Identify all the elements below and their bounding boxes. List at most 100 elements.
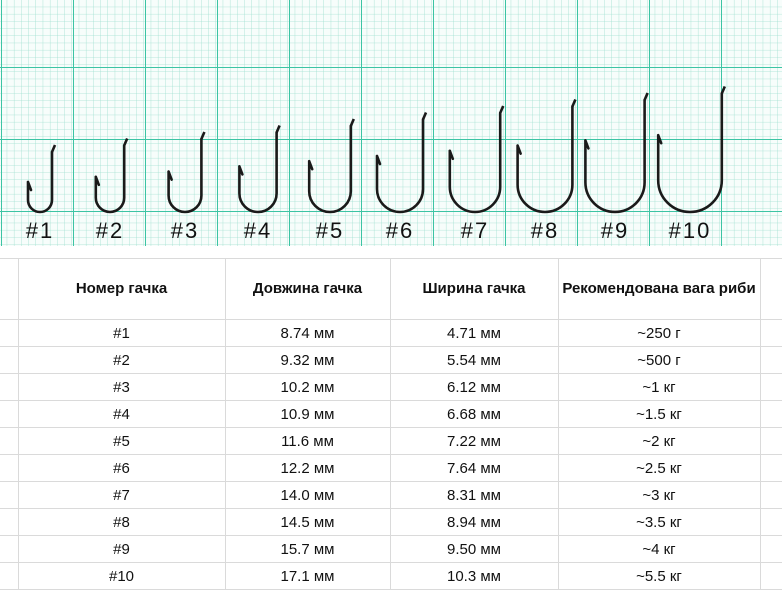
- empty-cell: [0, 454, 19, 482]
- hook-eye: [499, 105, 505, 114]
- table-row: #2 9.32 мм 5.54 мм ~500 г: [0, 346, 782, 374]
- table-cell: 10.3 мм: [389, 562, 559, 590]
- hook-eye: [421, 111, 428, 121]
- table-cell: #4: [17, 400, 226, 428]
- hook: [656, 92, 724, 214]
- table-cell: #8: [17, 508, 226, 536]
- table-cell: 8.94 мм: [389, 508, 559, 536]
- table-cell: #1: [17, 319, 226, 347]
- empty-cell: [0, 481, 19, 509]
- table-row: #9 15.7 мм 9.50 мм ~4 кг: [0, 535, 782, 563]
- hook-label: #10: [669, 218, 712, 243]
- hook-label: #7: [461, 218, 489, 243]
- table-cell: 14.5 мм: [224, 508, 391, 536]
- table-row: #5 11.6 мм 7.22 мм ~2 кг: [0, 427, 782, 455]
- empty-cell: [759, 481, 782, 509]
- table-row: #6 12.2 мм 7.64 мм ~2.5 кг: [0, 454, 782, 482]
- hook-eye: [643, 92, 649, 101]
- table-cell: 6.68 мм: [389, 400, 559, 428]
- table-cell: ~4 кг: [557, 535, 761, 563]
- table-cell: 4.71 мм: [389, 319, 559, 347]
- table-cell: #7: [17, 481, 226, 509]
- table-cell: 10.9 мм: [224, 400, 391, 428]
- empty-cell: [0, 400, 19, 428]
- empty-cell: [759, 454, 782, 482]
- hook: [26, 150, 54, 214]
- hook-label: #3: [171, 218, 199, 243]
- table-cell: 6.12 мм: [389, 373, 559, 401]
- table-row: #3 10.2 мм 6.12 мм ~1 кг: [0, 373, 782, 401]
- table-cell: 14.0 мм: [224, 481, 391, 509]
- hook-eye: [349, 118, 355, 127]
- table-cell: ~1 кг: [557, 373, 761, 401]
- table-cell: 7.64 мм: [389, 454, 559, 482]
- table-cell: ~1.5 кг: [557, 400, 761, 428]
- hook-label: #2: [96, 218, 124, 243]
- hook: [375, 118, 425, 214]
- empty-cell: [759, 535, 782, 563]
- table-cell: 15.7 мм: [224, 535, 391, 563]
- hook-label: #8: [531, 218, 559, 243]
- empty-cell: [759, 319, 782, 347]
- empty-cell: [0, 373, 19, 401]
- empty-cell: [0, 508, 19, 536]
- table-cell: #10: [17, 562, 226, 590]
- hook-eye: [571, 98, 577, 108]
- header-cell: Ширина гачка: [389, 258, 559, 320]
- table-cell: #3: [17, 373, 226, 401]
- hook: [238, 131, 278, 214]
- hook: [448, 111, 502, 214]
- table-cell: 17.1 мм: [224, 562, 391, 590]
- table-cell: 12.2 мм: [224, 454, 391, 482]
- empty-cell: [759, 427, 782, 455]
- table-cell: 5.54 мм: [389, 346, 559, 374]
- empty-cell: [759, 562, 782, 590]
- table-cell: 8.31 мм: [389, 481, 559, 509]
- table-cell: ~500 г: [557, 346, 761, 374]
- table-cell: 11.6 мм: [224, 427, 391, 455]
- hook-image: #1 #2 #3 #4 #5 #6 #7 #8 #9 #10: [0, 0, 782, 246]
- table-cell: ~5.5 кг: [557, 562, 761, 590]
- spec-table: Номер гачка Довжина гачка Ширина гачка Реко…: [0, 258, 782, 590]
- hook: [584, 98, 646, 214]
- table-cell: #6: [17, 454, 226, 482]
- table-cell: #9: [17, 535, 226, 563]
- header-cell: Номер гачка: [17, 258, 226, 320]
- empty-cell: [0, 319, 19, 347]
- hook-eye: [50, 144, 57, 153]
- hook: [94, 144, 126, 214]
- table-cell: 9.32 мм: [224, 346, 391, 374]
- table-cell: 9.50 мм: [389, 535, 559, 563]
- table-row: #7 14.0 мм 8.31 мм ~3 кг: [0, 481, 782, 509]
- hook-label: #9: [601, 218, 629, 243]
- table-cell: 8.74 мм: [224, 319, 391, 347]
- header-cell: Довжина гачка: [224, 258, 391, 320]
- table-row: #4 10.9 мм 6.68 мм ~1.5 кг: [0, 400, 782, 428]
- empty-cell: [759, 258, 782, 320]
- table-cell: ~3.5 кг: [557, 508, 761, 536]
- table-cell: 7.22 мм: [389, 427, 559, 455]
- header-cell: Рекомендована вага риби: [557, 258, 761, 320]
- hook-label: #6: [386, 218, 414, 243]
- table-cell: #2: [17, 346, 226, 374]
- hook: [516, 105, 574, 214]
- hook-label: #4: [244, 218, 272, 243]
- empty-cell: [0, 427, 19, 455]
- major-grid: [0, 0, 782, 246]
- table-cell: 10.2 мм: [224, 373, 391, 401]
- hook: [307, 124, 353, 214]
- table-cell: #5: [17, 427, 226, 455]
- table-row: Номер гачка Довжина гачка Ширина гачка Реко…: [0, 258, 782, 320]
- hook-eye: [275, 124, 281, 134]
- table-cell: ~2 кг: [557, 427, 761, 455]
- empty-cell: [0, 535, 19, 563]
- table-cell: ~2.5 кг: [557, 454, 761, 482]
- hook-label: #1: [26, 218, 54, 243]
- empty-cell: [0, 346, 19, 374]
- hook-eye: [123, 137, 129, 147]
- hook: [167, 137, 203, 214]
- empty-cell: [759, 373, 782, 401]
- table-cell: ~250 г: [557, 319, 761, 347]
- table-cell: ~3 кг: [557, 481, 761, 509]
